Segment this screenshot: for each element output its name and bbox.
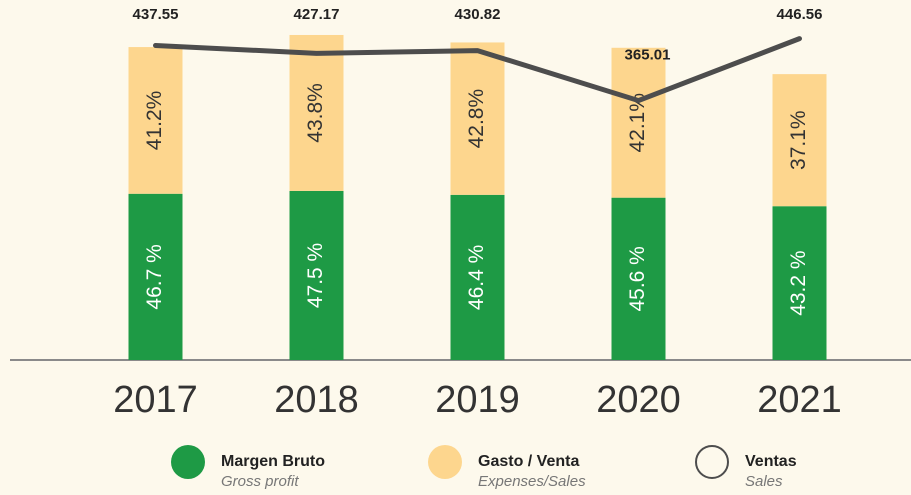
line-value-label: 430.82 [455, 6, 501, 23]
legend-marker [171, 445, 205, 479]
bar-value-label: 43.8% [304, 83, 327, 143]
bar-segment [450, 42, 505, 195]
x-tick-label: 2018 [274, 379, 359, 421]
bar-value-label: 41.2% [143, 91, 166, 151]
x-tick-label: 2021 [757, 379, 842, 421]
x-tick-label: 2019 [435, 379, 520, 421]
bar-segment [128, 193, 183, 360]
line-value-label: 427.17 [294, 6, 340, 23]
x-tick-label: 2020 [596, 379, 681, 421]
legend-marker [428, 445, 462, 479]
bar-segment [772, 206, 827, 360]
bar-value-label: 47.5 % [304, 243, 327, 308]
bar-value-label: 45.6 % [626, 246, 649, 311]
bar-segment [611, 47, 666, 198]
bar-segment [772, 74, 827, 207]
bar-segment [611, 197, 666, 360]
bar-value-label: 42.8% [465, 89, 488, 149]
line-value-label: 437.55 [133, 6, 179, 23]
line-value-label: 365.01 [625, 47, 671, 64]
bar-value-label: 37.1% [787, 110, 810, 170]
bar-value-label: 46.4 % [465, 245, 488, 310]
legend-sublabel: Expenses/Sales [478, 473, 586, 490]
bar-value-label: 46.7 % [143, 244, 166, 309]
legend-marker [695, 445, 729, 479]
x-tick-label: 2017 [113, 379, 198, 421]
line [153, 36, 802, 104]
legend-label: Ventas [745, 453, 797, 470]
legend-sublabel: Sales [745, 473, 783, 490]
legend-sublabel: Gross profit [221, 473, 299, 490]
bar-segment [450, 194, 505, 360]
bar-segment [289, 34, 344, 191]
legend-label: Gasto / Venta [478, 453, 579, 470]
bar-segment [128, 47, 183, 194]
bar-segment [289, 190, 344, 360]
bar-value-label: 42.1% [626, 93, 649, 153]
bar-value-label: 43.2 % [787, 250, 810, 315]
legend-label: Margen Bruto [221, 453, 325, 470]
line-value-label: 446.56 [777, 6, 823, 23]
